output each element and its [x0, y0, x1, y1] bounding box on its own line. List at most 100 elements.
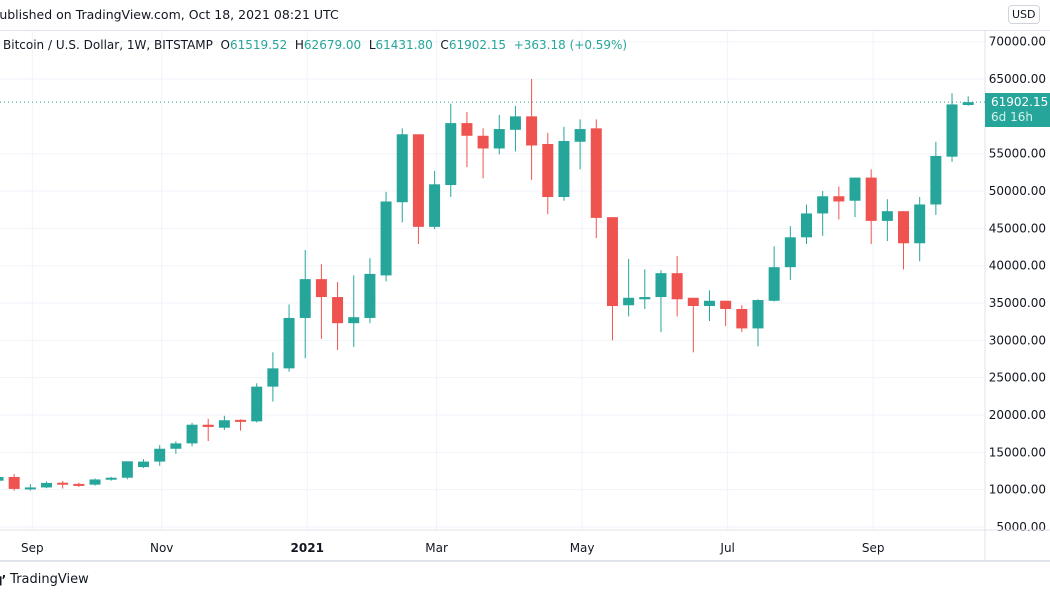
candle-body [849, 177, 861, 201]
candle-body [590, 128, 602, 218]
brand-name: TradingView [10, 572, 89, 587]
candle-body [946, 104, 958, 157]
currency-button[interactable]: USD [1008, 5, 1040, 24]
y-tick-label: 45000.00 [989, 221, 1046, 235]
candle-body [606, 217, 618, 307]
candle-body [930, 155, 942, 205]
footer-brand[interactable]: ▮’ TradingView [0, 572, 89, 587]
change-value: +363.18 (+0.59%) [513, 38, 628, 52]
y-tick-label: 5000.00 [996, 520, 1046, 534]
candle-body [121, 461, 133, 478]
candle-body [396, 134, 408, 203]
close-label: C [440, 38, 449, 52]
candle-body [768, 267, 780, 301]
bar-countdown: 6d 16h [991, 110, 1033, 124]
candle-body [315, 279, 327, 298]
candle-body [881, 211, 893, 221]
high-value: 62679.00 [303, 38, 362, 52]
candle-body [752, 300, 764, 329]
candle-body [251, 386, 263, 422]
candle-body [833, 196, 845, 202]
candle-body [801, 213, 812, 238]
candle-body [202, 424, 214, 427]
candle-body [57, 482, 69, 485]
open-label: O [220, 38, 230, 52]
candle-body [218, 420, 230, 428]
published-caption: Published on TradingView.com, Oct 18, 20… [0, 7, 339, 22]
candle-body [267, 368, 279, 387]
y-tick-label: 25000.00 [989, 371, 1046, 385]
x-tick-label: Mar [425, 541, 448, 555]
low-label: L [368, 38, 376, 52]
open-value: 61519.52 [229, 38, 288, 52]
candle-body [283, 317, 295, 369]
symbol-title: Bitcoin / U.S. Dollar, 1W, BITSTAMP [3, 38, 213, 52]
candle-body [0, 476, 4, 481]
tradingview-logo-icon: ▮’ [0, 572, 6, 587]
candle-body [348, 317, 360, 324]
candle-body [526, 116, 538, 146]
candle-body [105, 477, 117, 480]
x-tick-label: Sep [21, 541, 44, 555]
candle-body [898, 211, 910, 244]
candle-body [817, 196, 829, 214]
candle-body [655, 273, 667, 298]
candle-body [412, 134, 424, 227]
candle-body [784, 237, 796, 268]
candle-body [962, 102, 974, 106]
candle-body [720, 300, 732, 309]
y-tick-label: 20000.00 [989, 408, 1046, 422]
candle-body [332, 297, 344, 324]
y-tick-label: 15000.00 [989, 445, 1046, 459]
candle-body [186, 424, 198, 444]
candle-body [461, 123, 473, 136]
low-value: 61431.80 [375, 38, 433, 52]
candle-body [235, 419, 247, 422]
candle-body [687, 297, 699, 307]
candle-body [299, 279, 311, 318]
candle-body [558, 141, 570, 198]
candle-body [89, 479, 101, 485]
candle-body [703, 300, 715, 307]
y-tick-label: 55000.00 [989, 147, 1046, 161]
candle-body [493, 129, 505, 149]
x-tick-label: 2021 [291, 541, 324, 555]
candle-body [623, 297, 635, 306]
candle-body [574, 129, 586, 142]
y-tick-label: 40000.00 [989, 259, 1046, 273]
last-price-value: 61902.15 [991, 95, 1049, 109]
close-value: 61902.15 [448, 38, 507, 52]
candle-body [170, 443, 182, 449]
symbol-legend: Bitcoin / U.S. Dollar, 1W, BITSTAMP O615… [3, 38, 627, 52]
y-tick-label: 35000.00 [989, 296, 1046, 310]
x-tick-label: May [570, 541, 595, 555]
high-label: H [294, 38, 304, 52]
x-tick-label: Nov [150, 541, 173, 555]
header-divider [0, 30, 1050, 31]
candle-body [41, 482, 53, 488]
candle-body [639, 297, 651, 300]
candle-body [671, 273, 683, 300]
last-price-label: 61902.15 6d 16h [985, 93, 1050, 127]
candle-body [477, 135, 489, 149]
y-tick-label: 30000.00 [989, 333, 1046, 347]
y-tick-label: 50000.00 [989, 184, 1046, 198]
y-tick-label: 70000.00 [989, 35, 1046, 49]
candle-body [154, 448, 166, 462]
candle-body [509, 116, 521, 130]
x-tick-label: Jul [719, 541, 734, 555]
candle-body [865, 177, 877, 221]
y-tick-label: 10000.00 [989, 483, 1046, 497]
x-tick-label: Sep [862, 541, 885, 555]
candle-body [542, 143, 554, 198]
candle-body [380, 201, 392, 276]
y-tick-label: 65000.00 [989, 72, 1046, 86]
candle-body [73, 483, 85, 486]
candle-body [8, 476, 20, 489]
candle-body [914, 204, 926, 244]
candle-body [445, 123, 457, 186]
candle-body [429, 184, 441, 227]
candle-body [24, 487, 36, 490]
candle-body [138, 461, 150, 468]
